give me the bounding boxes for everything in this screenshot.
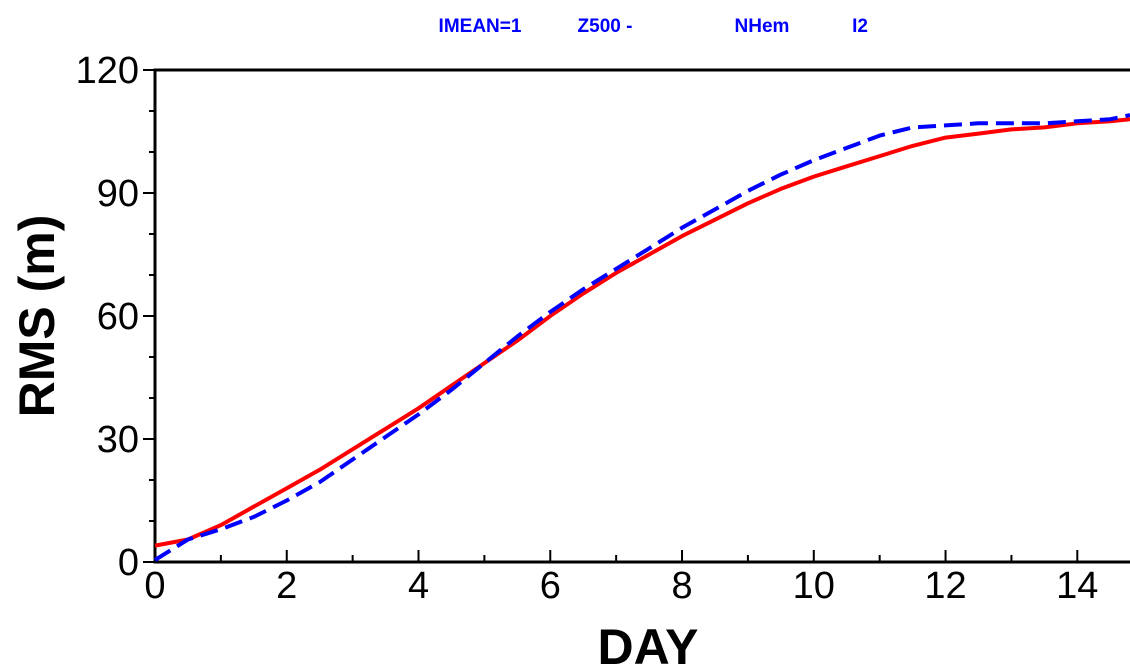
x-tick-label: 8	[671, 565, 692, 607]
x-axis-label: DAY	[598, 619, 699, 672]
axis-ticks	[143, 69, 1079, 563]
y-tick-label: 60	[97, 296, 139, 338]
series-line-blue-dashed	[153, 113, 1130, 562]
title-part: IMEAN=1	[439, 16, 522, 37]
data-series	[153, 113, 1130, 562]
y-tick-label: 90	[97, 173, 139, 215]
tick-labels: 0 2 4 6 8 10 12 14 0 30 60 90 120	[76, 50, 1099, 607]
x-tick-label: 0	[144, 565, 165, 607]
series-line-red-solid	[154, 117, 1130, 548]
title-part: I2	[852, 16, 868, 37]
x-tick-label: 12	[924, 565, 966, 607]
x-tick-label: 6	[540, 565, 561, 607]
y-tick-label: 0	[118, 542, 139, 584]
y-tick-label: 120	[76, 50, 139, 92]
x-tick-label: 10	[793, 565, 835, 607]
x-tick-label: 4	[408, 565, 429, 607]
title-part: Z500 -	[578, 16, 633, 37]
title-part: NHem	[735, 16, 790, 37]
x-tick-label: 14	[1056, 565, 1098, 607]
chart-title: IMEAN=1 Z500 - NHem I2	[439, 16, 868, 37]
plot-frame	[153, 68, 1130, 564]
y-tick-label: 30	[97, 419, 139, 461]
x-tick-label: 2	[276, 565, 297, 607]
y-axis-label: RMS (m)	[9, 215, 65, 418]
